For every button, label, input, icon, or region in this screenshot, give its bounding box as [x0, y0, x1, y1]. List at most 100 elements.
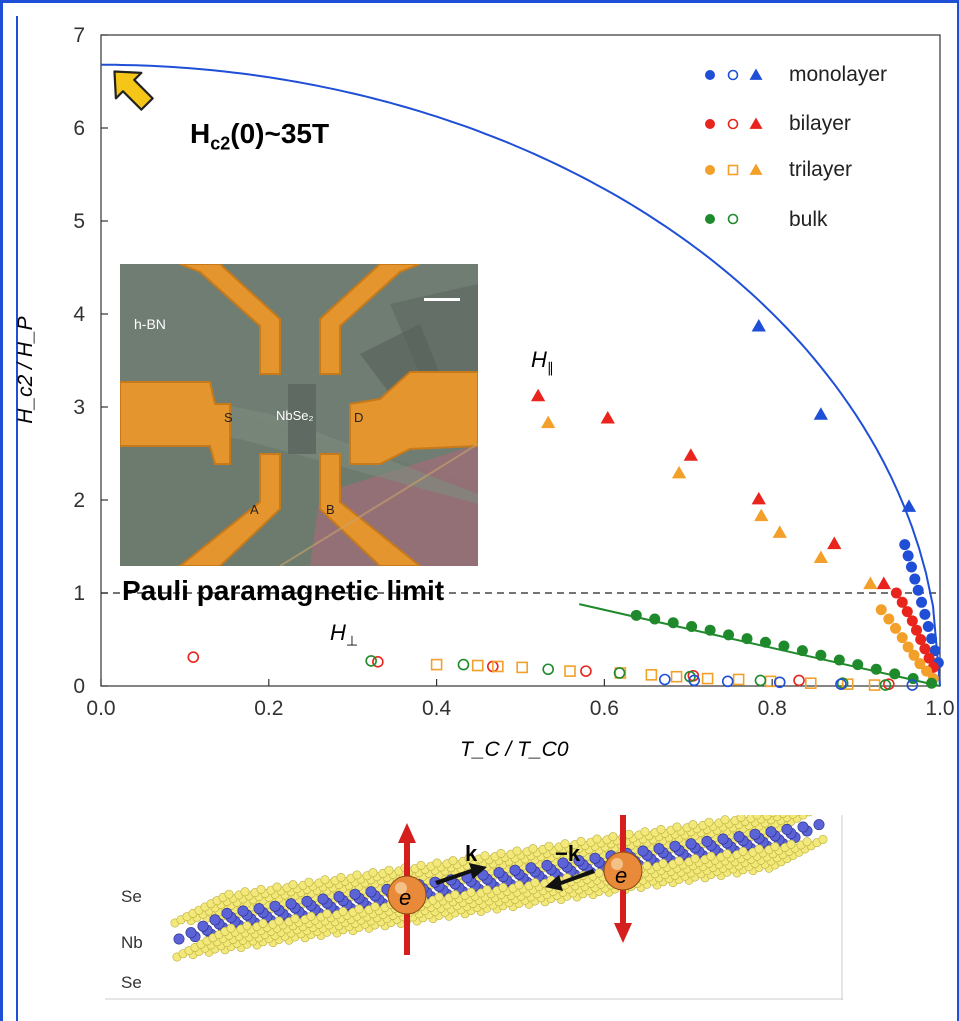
- legend-symbol-trilayer: [749, 163, 763, 175]
- se-atom: [512, 846, 522, 856]
- legend-symbol-bulk: [727, 213, 739, 225]
- monolayer-filled-circle-point: [916, 596, 928, 608]
- trilayer-open-square-point: [471, 659, 484, 672]
- monolayer-triangle-point: [813, 407, 829, 420]
- se-atom: [624, 829, 634, 839]
- se-atom: [802, 837, 812, 847]
- nb-atom: [185, 927, 197, 939]
- contact-a-label: A: [250, 502, 259, 517]
- lattice-layer-se-top: Se: [121, 887, 142, 906]
- trilayer-triangle-point: [754, 508, 769, 522]
- monolayer-open-circle-point: [773, 676, 786, 689]
- legend-symbol-bilayer: [705, 119, 715, 129]
- se-atom: [320, 875, 330, 885]
- bilayer-triangle-point: [876, 576, 891, 590]
- monolayer-open-circle-point: [688, 674, 700, 687]
- legend-symbol-trilayer: [727, 164, 739, 176]
- se-atom: [338, 906, 348, 916]
- nb-atom: [573, 855, 585, 867]
- bilayer-filled-circle-point: [911, 624, 923, 636]
- legend-label-monolayer: monolayer: [789, 63, 888, 86]
- se-atom: [322, 909, 332, 919]
- se-atom: [770, 842, 780, 852]
- nb-atom: [509, 864, 521, 876]
- se-atom: [498, 882, 508, 892]
- bilayer-open-circle-point: [793, 674, 805, 687]
- trilayer-open-square-point: [868, 679, 881, 691]
- se-atom: [336, 872, 346, 882]
- bulk-filled-circle-point: [926, 677, 938, 689]
- bulk-filled-circle-point: [630, 609, 642, 621]
- trilayer-open-square-point: [492, 660, 504, 673]
- x-tick-label: 0.8: [758, 697, 787, 720]
- bilayer-open-circle-point: [580, 665, 592, 677]
- trilayer-open-square-point: [732, 673, 745, 686]
- trilayer-filled-circle-point: [896, 632, 908, 644]
- contact-b-label: B: [326, 502, 335, 517]
- legend-symbol-bulk: [705, 214, 715, 224]
- bilayer-triangle-point: [751, 491, 766, 505]
- arrow-shape: [113, 70, 154, 111]
- frame-divider: [16, 16, 18, 1021]
- se-atom: [514, 880, 524, 890]
- trilayer-filled-circle-point: [875, 604, 887, 616]
- se-atom: [304, 877, 314, 887]
- bulk-filled-circle-point: [815, 649, 827, 661]
- nb-atom: [301, 895, 313, 907]
- nb-atom: [733, 831, 745, 843]
- x-tick-label: 0.6: [590, 697, 619, 720]
- y-tick-label: 5: [73, 210, 85, 233]
- se-atom: [530, 878, 540, 888]
- se-atom: [544, 841, 554, 851]
- se-atom: [496, 848, 506, 858]
- lattice-layer-se-bottom: Se: [121, 973, 142, 992]
- legend-symbol-monolayer: [727, 69, 739, 81]
- nb-atom: [173, 933, 185, 945]
- legend-symbol-monolayer: [749, 68, 763, 80]
- nb-atom: [669, 840, 681, 852]
- k-arrow: [435, 863, 487, 885]
- bilayer-filled-circle-point: [923, 652, 935, 664]
- drain-label: D: [354, 410, 364, 425]
- nb-atom: [717, 833, 729, 845]
- nb-atom: [285, 898, 297, 910]
- bulk-open-circle-point: [457, 658, 470, 671]
- plot-frame: [100, 34, 941, 687]
- momentum-minus-k-label: −k: [555, 841, 581, 866]
- se-atom: [576, 836, 586, 846]
- trilayer-open-square-point: [841, 678, 854, 690]
- se-atom: [370, 902, 380, 912]
- se-atom: [290, 914, 300, 924]
- se-atom: [242, 921, 252, 931]
- bilayer-triangle-point: [600, 411, 615, 424]
- se-atom: [658, 858, 668, 868]
- bulk-filled-circle-point: [686, 620, 698, 632]
- lattice-layer-nb: Nb: [121, 933, 143, 952]
- monolayer-filled-circle-point: [912, 584, 924, 596]
- monolayer-filled-circle-point: [929, 645, 941, 657]
- trilayer-filled-circle-point: [902, 641, 914, 653]
- nb-atom: [653, 843, 665, 855]
- h-perp-label: H⊥: [330, 620, 359, 649]
- y-tick-label: 2: [73, 489, 85, 512]
- bilayer-filled-circle-point: [901, 606, 913, 618]
- nb-atom: [541, 859, 553, 871]
- x-tick-label: 0.2: [254, 697, 283, 720]
- se-atom: [274, 916, 284, 926]
- se-atom: [528, 844, 538, 854]
- bulk-filled-circle-point: [759, 636, 771, 648]
- bulk-filled-circle-point: [723, 629, 735, 641]
- se-atom: [384, 865, 394, 875]
- bilayer-triangle-point: [530, 388, 546, 402]
- se-atom: [354, 904, 364, 914]
- se-atom: [258, 918, 268, 928]
- nb-atom: [765, 826, 777, 838]
- legend-label-bulk: bulk: [789, 208, 828, 231]
- se-atom: [416, 860, 426, 870]
- bulk-filled-circle-point: [852, 659, 864, 671]
- bilayer-open-circle-point: [187, 651, 200, 663]
- pauli-limit-label: Pauli paramagnetic limit: [122, 575, 445, 606]
- minus-k-arrow: [545, 869, 595, 891]
- nb-atom: [557, 857, 569, 869]
